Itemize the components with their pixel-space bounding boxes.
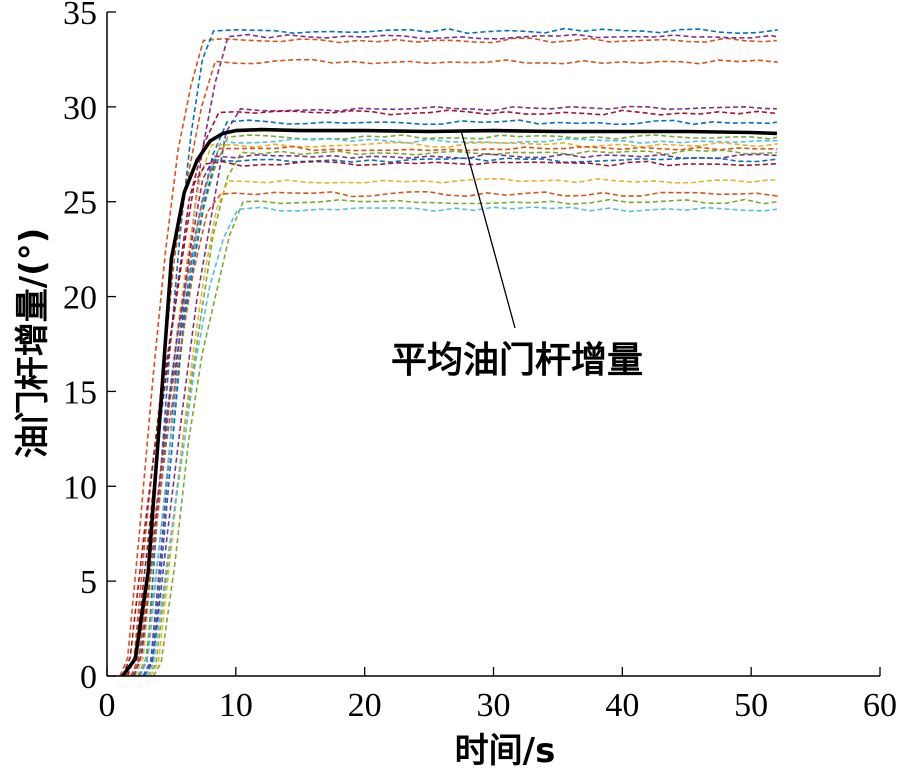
y-tick-label: 5 [80,564,97,601]
y-tick-label: 35 [63,0,97,32]
x-tick-label: 40 [605,687,639,724]
mean-series-group [121,127,777,678]
trial-series-group [119,27,778,677]
trial-line [126,160,777,677]
trial-line [144,105,777,677]
trial-line [152,198,778,677]
y-tick-label: 20 [63,280,97,317]
x-tick-label: 30 [477,687,511,724]
x-tick-label: 10 [219,687,253,724]
x-ticks: 0 10 20 30 40 50 60 [99,667,897,724]
y-tick-label: 25 [63,185,97,222]
annotation-label: 平均油门杆增量 [391,340,643,381]
annotation-arrow-line [460,131,516,329]
x-tick-label: 60 [863,687,897,724]
trial-line [130,190,778,677]
x-tick-label: 50 [734,687,768,724]
trial-line [143,156,778,677]
x-axis-label: 时间/s [455,731,556,771]
trial-line [129,145,778,677]
y-axis-label: 油门杆增量/(°) [13,228,53,459]
trial-line [119,37,777,677]
y-ticks: 0 5 10 15 20 25 30 35 [63,0,116,696]
x-tick-label: 0 [99,687,116,724]
trial-line [133,153,778,677]
y-tick-label: 15 [63,374,97,411]
trial-line [150,177,778,677]
trial-line [134,141,778,677]
trial-line [121,109,778,677]
annotation: 平均油门杆增量 [391,131,643,381]
trial-line [145,206,777,677]
trial-line [147,149,777,677]
y-tick-label: 0 [80,659,97,696]
trial-line [132,119,778,677]
trial-line [138,27,778,677]
y-tick-label: 30 [63,90,97,127]
trial-line [137,134,778,677]
mean-line [121,127,777,678]
y-tick-label: 10 [63,469,97,506]
x-tick-label: 20 [348,687,382,724]
